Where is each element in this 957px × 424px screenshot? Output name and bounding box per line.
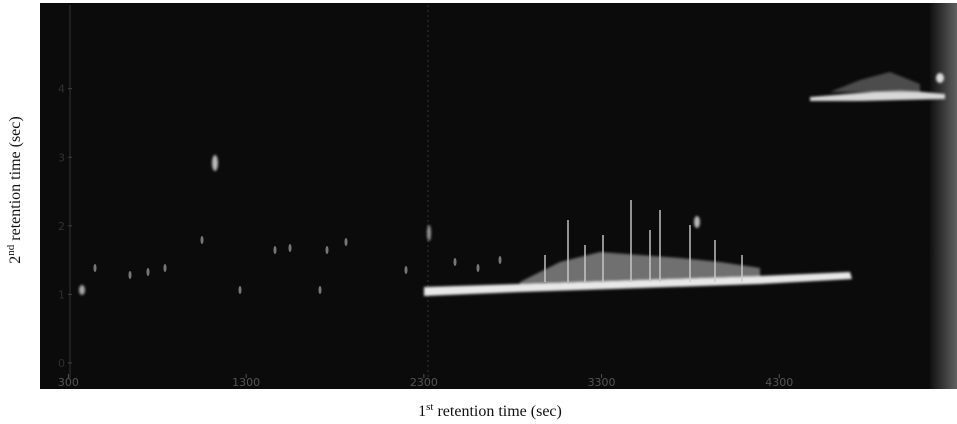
x-tick-label: 2300	[410, 376, 438, 389]
plot-background	[40, 3, 957, 389]
minor-peak	[163, 264, 167, 272]
x-tick-label: 4300	[765, 376, 793, 389]
minor-peak	[238, 286, 242, 294]
spot	[427, 225, 431, 241]
y-label-superscript: nd	[5, 244, 17, 256]
upper-band	[810, 90, 945, 101]
minor-peak	[476, 264, 480, 272]
y-tick-label: 4	[58, 83, 65, 96]
y-label-number: 2	[7, 256, 24, 264]
x-tick-label: 3300	[588, 376, 616, 389]
y-axis-label: 2nd retention time (sec)	[5, 116, 24, 263]
y-label-text: retention time (sec)	[7, 116, 24, 244]
spot	[79, 285, 85, 295]
x-tick-label: 300	[58, 376, 79, 389]
minor-peak	[453, 258, 457, 266]
spot	[694, 216, 700, 228]
x-tick-label: 1300	[232, 376, 260, 389]
y-tick-label: 3	[58, 151, 65, 164]
x-label-number: 1	[418, 403, 426, 420]
minor-peak	[128, 271, 132, 279]
main-band	[424, 272, 852, 296]
spot	[212, 155, 218, 171]
minor-peak	[288, 244, 292, 252]
minor-peak	[93, 264, 97, 272]
minor-peak	[318, 286, 322, 294]
y-tick-label: 1	[58, 288, 65, 301]
x-label-superscript: st	[426, 401, 433, 413]
y-tick-label: 2	[58, 220, 65, 233]
minor-peaks	[93, 236, 502, 294]
minor-peak	[200, 236, 204, 244]
minor-peak	[344, 238, 348, 246]
peak-spikes	[544, 200, 743, 282]
minor-peak	[498, 256, 502, 264]
x-axis-label: 1st retention time (sec)	[418, 401, 562, 420]
minor-peak	[325, 246, 329, 254]
spot	[936, 73, 944, 83]
minor-peak	[273, 246, 277, 254]
y-tick-label: 0	[58, 357, 65, 370]
peaks	[79, 72, 945, 296]
minor-peak	[146, 268, 150, 276]
upper-cloud	[830, 72, 920, 92]
noise-edge	[930, 3, 957, 389]
x-label-text: retention time (sec)	[433, 403, 561, 420]
minor-peak	[404, 266, 408, 274]
peak-cloud	[520, 252, 760, 284]
